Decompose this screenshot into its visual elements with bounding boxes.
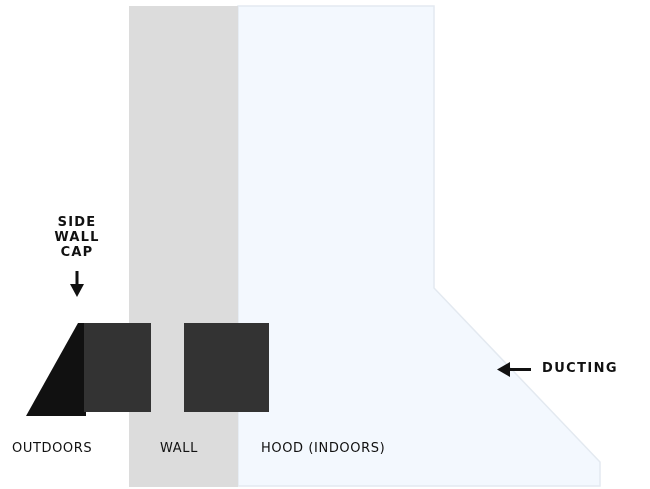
wall-section: [129, 6, 238, 487]
wall-label: WALL: [160, 441, 198, 456]
hood-indoors-label: HOOD (INDOORS): [261, 441, 386, 456]
wall-cap-flange: [26, 323, 86, 416]
down-arrow-icon: [70, 271, 84, 297]
side-wall-cap-label: SIDE WALL CAP: [44, 215, 110, 260]
wall-cap-body: [84, 323, 151, 412]
outdoors-label: OUTDOORS: [12, 441, 93, 456]
cap-label-line-3: CAP: [60, 245, 94, 260]
duct-section: [184, 323, 269, 412]
cap-label-line-2: WALL: [54, 230, 100, 245]
left-arrow-icon: [497, 362, 531, 377]
ducting-label: DUCTING: [542, 361, 618, 376]
range-hood-shape: [237, 5, 601, 487]
cap-label-line-1: SIDE: [57, 215, 97, 230]
